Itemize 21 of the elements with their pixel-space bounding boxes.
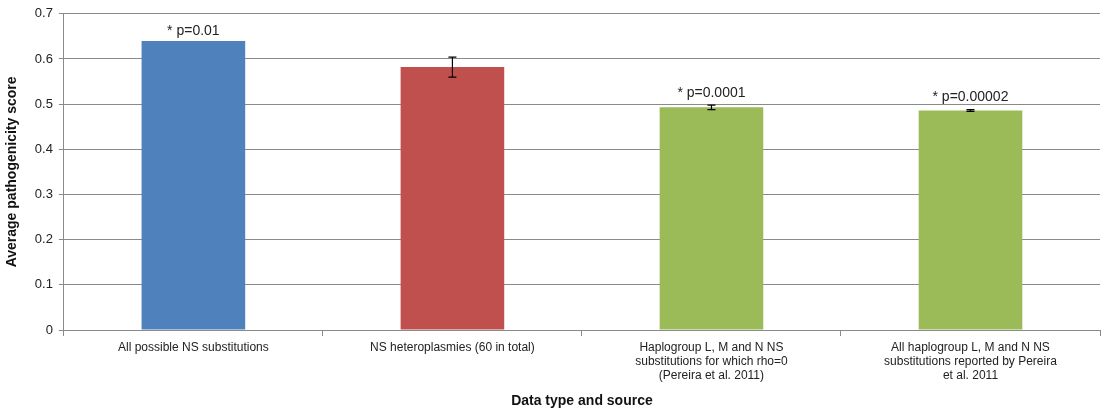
annotation: * p=0.00002 (932, 88, 1009, 105)
x-tick-label: All haplogroup L, M and N NS substitutions reported by Pereira et al. 2011 (884, 339, 1058, 383)
x-tick-label: NS heteroplasmies (60 in total) (370, 339, 535, 354)
y-tick-label: 0.1 (34, 276, 53, 292)
y-axis-title: Average pathogenicity score (3, 76, 20, 268)
y-tick-label: 0.4 (34, 140, 53, 156)
y-tick-label: 0.3 (34, 186, 53, 202)
y-tick-label: 0 (45, 321, 53, 337)
x-tick-label: Haplogroup L, M and N NS substitutions for which rho=0 (Pereira et al. 2011) (635, 339, 788, 383)
bar (141, 40, 246, 330)
bar (918, 110, 1023, 330)
y-tick-label: 0.5 (34, 95, 53, 111)
bar (659, 107, 764, 330)
y-tick-label: 0.7 (34, 5, 53, 21)
y-tick-label: 0.6 (34, 50, 53, 66)
bar (400, 67, 505, 330)
x-tick-label: All possible NS substitutions (118, 339, 269, 354)
y-tick-label: 0.2 (34, 231, 53, 247)
x-axis-title: Data type and source (511, 392, 653, 409)
annotation: * p=0.01 (167, 21, 220, 38)
annotation: * p=0.0001 (677, 83, 746, 100)
